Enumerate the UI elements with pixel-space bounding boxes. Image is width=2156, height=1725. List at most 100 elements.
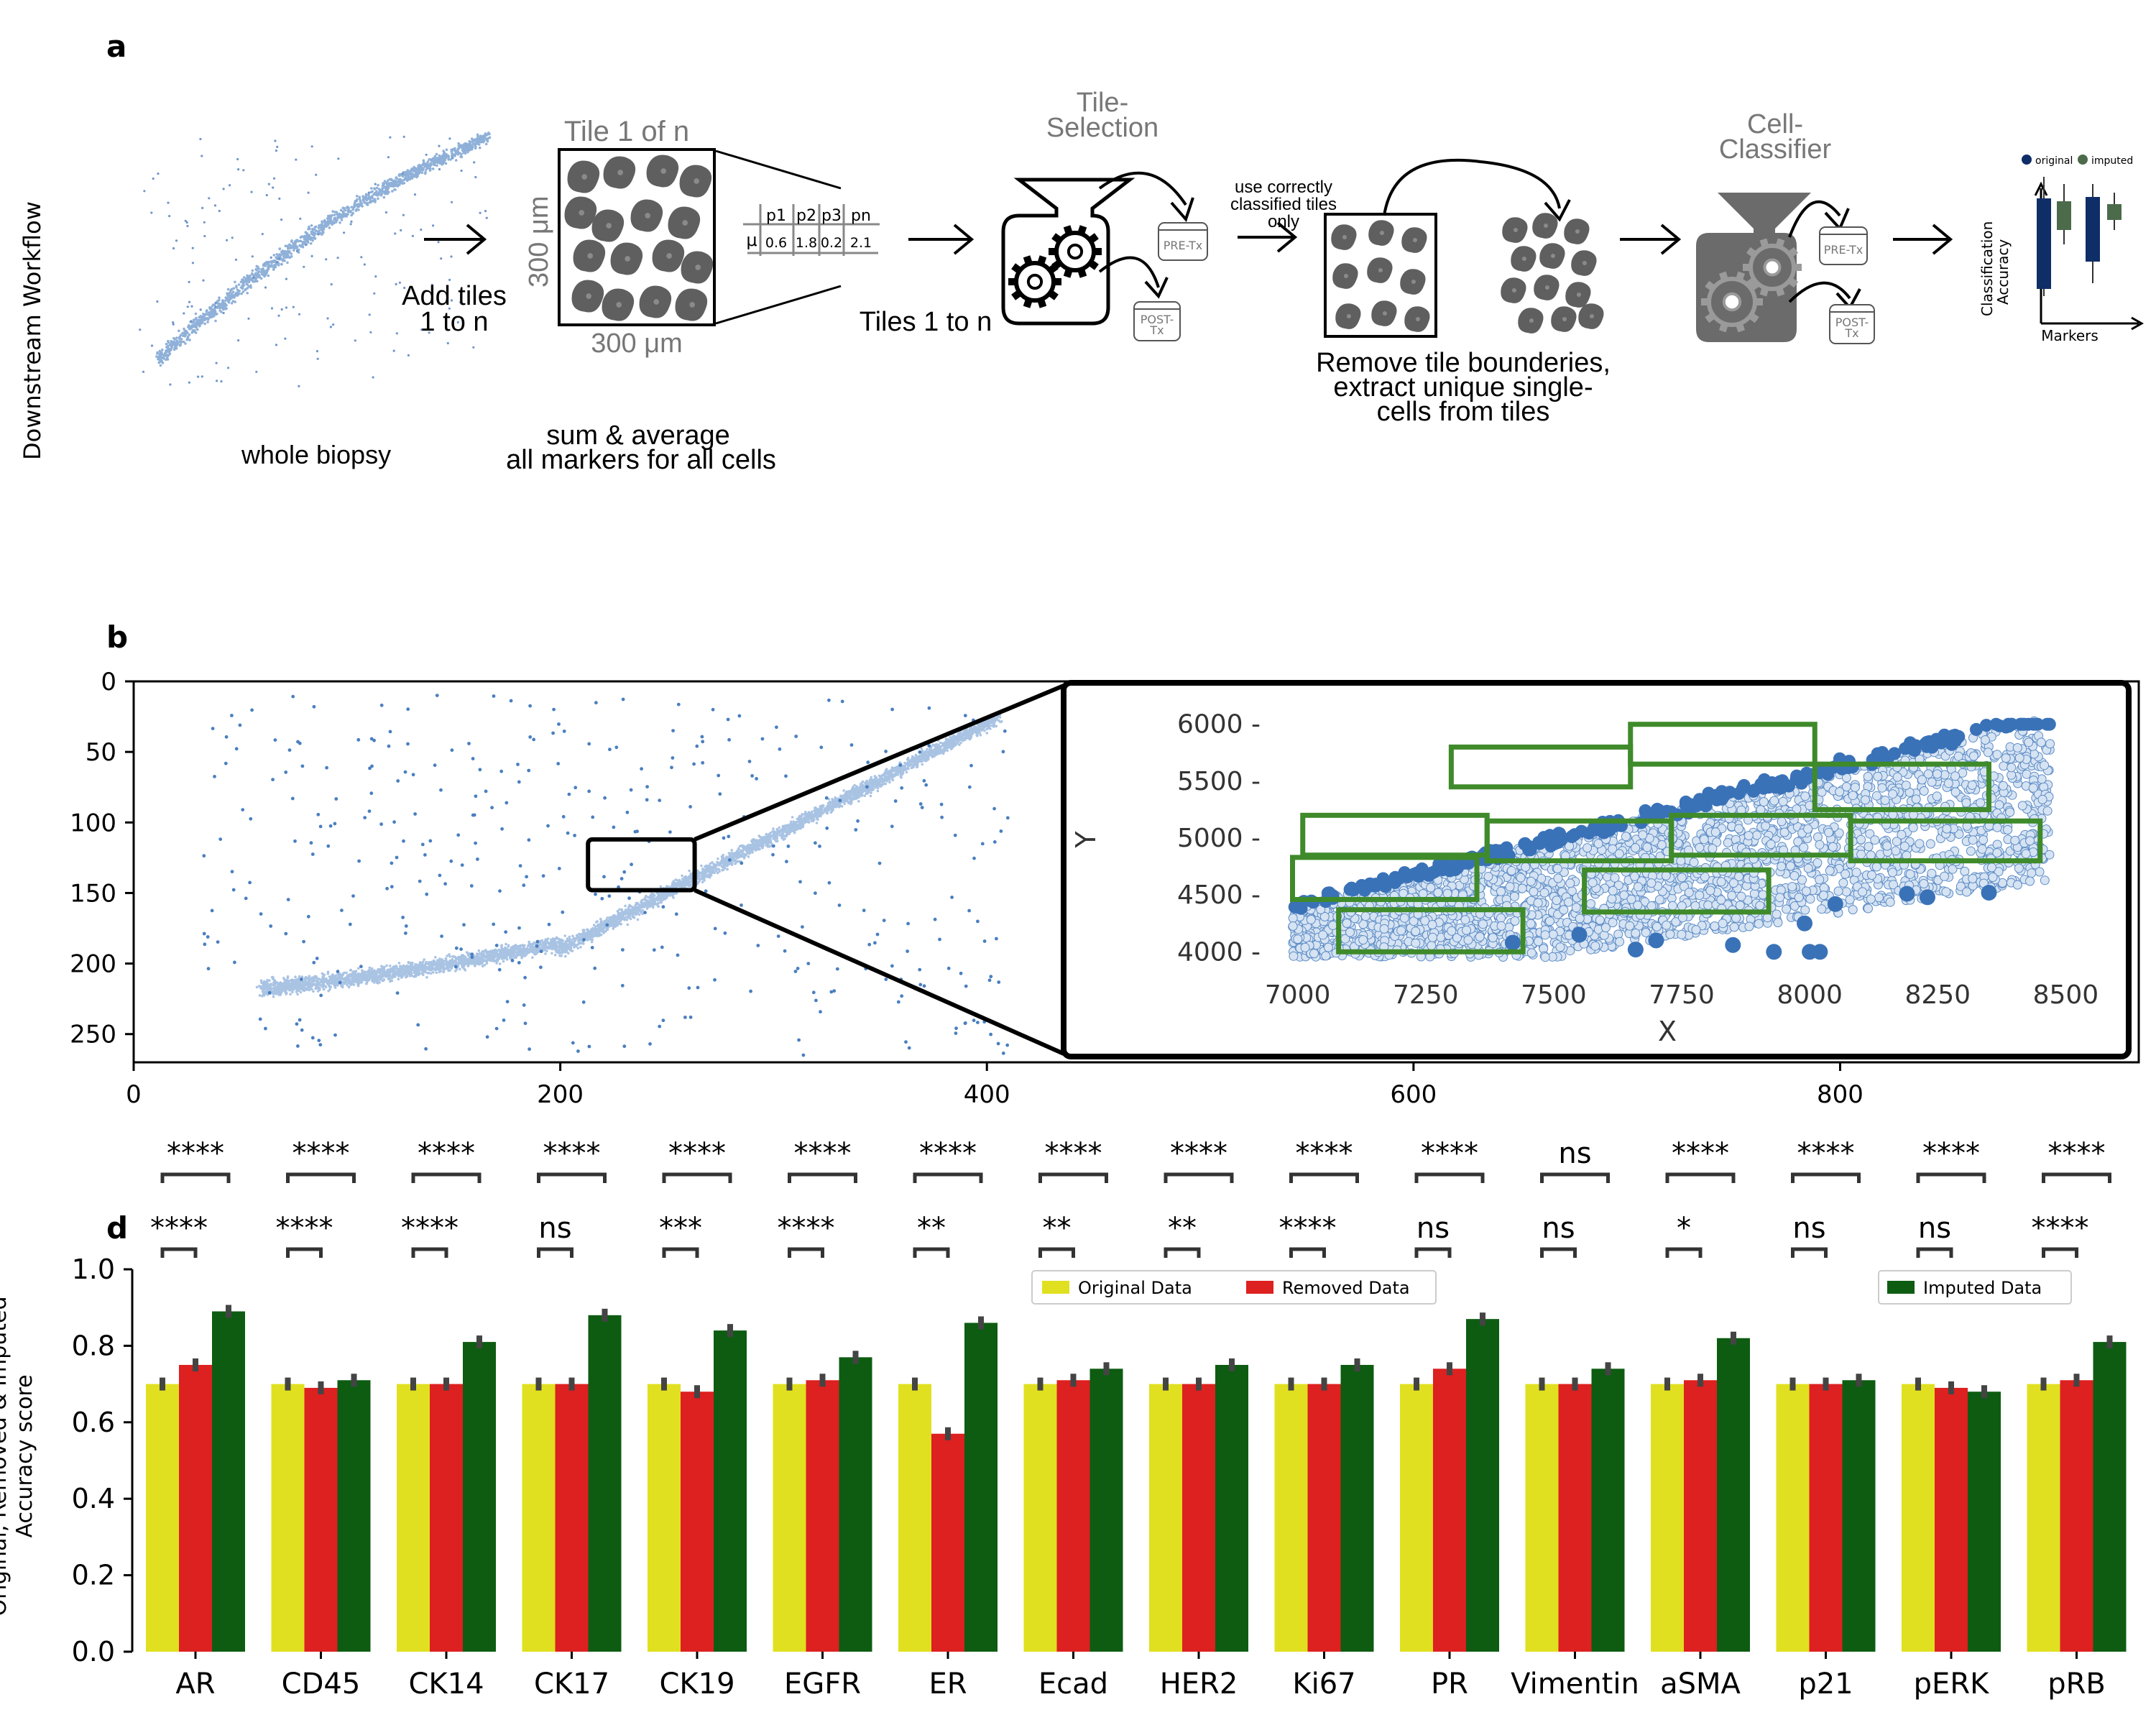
significance-bracket [788, 1172, 857, 1183]
significance-bracket [1665, 1247, 1703, 1258]
y-tick-label: 100 [70, 809, 116, 837]
bar [1591, 1368, 1625, 1652]
gear-icon [1743, 238, 1802, 297]
significance-label: **** [167, 1137, 224, 1170]
inset-y-tick-label: 6000 - [1177, 710, 1261, 740]
inset-y-tick-label: 5000 - [1177, 824, 1261, 853]
bar [1842, 1380, 1876, 1652]
legend-label: Imputed Data [1923, 1278, 2042, 1298]
pre-tx-label: PRE-Tx [1824, 243, 1863, 257]
x-tick-label: EGFR [784, 1668, 861, 1701]
bar [212, 1311, 245, 1652]
x-tick-label: CK14 [408, 1668, 484, 1701]
mini-legend-original: original [2035, 155, 2073, 167]
significance-label: ns [1792, 1212, 1825, 1245]
cell-icon [1578, 303, 1604, 329]
significance-bracket [1038, 1247, 1075, 1258]
y-tick-label: 0.6 [72, 1407, 115, 1438]
significance-label: **** [778, 1212, 835, 1245]
y-tick-label: 250 [70, 1021, 116, 1049]
x-tick-label: ER [929, 1668, 967, 1701]
table-row-label: μ [746, 230, 757, 250]
significance-label: **** [1045, 1137, 1102, 1170]
bar [179, 1365, 212, 1652]
y-tick-label: 150 [70, 879, 116, 908]
significance-bracket [1665, 1172, 1736, 1183]
bar [1935, 1387, 1968, 1652]
x-tick-label: CK17 [534, 1668, 609, 1701]
bar [1525, 1384, 1559, 1652]
biopsy-points [202, 694, 1010, 1057]
significance-label: **** [1797, 1137, 1855, 1170]
cell-icon [602, 288, 635, 321]
bar [271, 1384, 305, 1652]
bar [522, 1384, 556, 1652]
inset-x-tick-label: 7000 [1265, 980, 1331, 1010]
bar [1400, 1384, 1433, 1652]
inset-y-tick-label: 4500 - [1177, 880, 1261, 910]
sum-average-label-1: sum & average [546, 420, 730, 451]
cell-icon [1565, 282, 1591, 308]
bar [555, 1384, 589, 1652]
bar [146, 1384, 179, 1652]
significance-bracket [913, 1247, 950, 1258]
significance-bracket [1540, 1247, 1577, 1258]
significance-label: **** [919, 1137, 977, 1170]
table-cell: 0.2 [821, 235, 842, 251]
remove-boundaries-label-1: Remove tile bounderies, [1316, 348, 1611, 378]
mini-legend-imputed: imputed [2091, 155, 2133, 167]
arrow-right-icon [424, 224, 487, 255]
inset-y-axis-label: Y [1070, 831, 1102, 849]
inset-x-tick-label: 8500 [2033, 980, 2099, 1010]
significance-label: **** [1170, 1137, 1227, 1170]
tile-size-vertical: 300 μm [524, 196, 554, 288]
significance-bracket [537, 1172, 607, 1183]
significance-label: ns [1558, 1137, 1591, 1170]
y-tick-label: 200 [70, 950, 116, 979]
x-tick-label: 400 [964, 1080, 1010, 1109]
x-tick-label: 600 [1390, 1080, 1437, 1109]
significance-bracket [1791, 1172, 1861, 1183]
bar [1968, 1392, 2001, 1652]
x-tick-label: Ecad [1038, 1668, 1108, 1701]
bar [463, 1342, 496, 1652]
inset-x-tick-label: 8250 [1904, 980, 1971, 1010]
accuracy-bar-chart: ****************************ns**********… [0, 1137, 2127, 1701]
inset-x-tick-label: 7250 [1393, 980, 1459, 1010]
significance-label: **** [543, 1137, 601, 1170]
bar [1684, 1380, 1717, 1652]
cell-icon [668, 206, 701, 239]
significance-label: ns [1542, 1212, 1575, 1245]
sum-average-label-2: all markers for all cells [506, 445, 776, 475]
biopsy-thumbnail [139, 132, 492, 388]
significance-bracket [286, 1247, 323, 1258]
cell-icon [630, 199, 663, 232]
x-tick-label: 0 [126, 1080, 142, 1109]
tiles-1-to-n-label: Tiles 1 to n [860, 307, 992, 337]
y-tick-label: 0 [101, 668, 116, 696]
cell-shapes-icon [1501, 213, 1604, 334]
pre-tx-container-icon: PRE-Tx [1158, 222, 1208, 261]
cell-icon [679, 165, 712, 198]
bar [714, 1330, 747, 1652]
x-tick-label: pERK [1914, 1668, 1990, 1701]
bar [1089, 1368, 1123, 1652]
x-tick-label: p21 [1798, 1668, 1853, 1701]
y-tick-label: 1.0 [72, 1254, 115, 1285]
tile-size-horizontal: 300 μm [591, 328, 683, 359]
arrow-right-icon [1238, 221, 1298, 253]
inset-y-tick-label: 5500 - [1177, 767, 1261, 796]
cell-icon [675, 288, 708, 321]
panel-label-d: d [106, 1210, 129, 1246]
cell-icon [1368, 220, 1394, 246]
y-axis-label: Original, Removed & Imputed [0, 1296, 11, 1616]
panel-label-a: a [106, 29, 127, 64]
y-tick-label: 0.8 [72, 1330, 115, 1361]
bar [1274, 1384, 1308, 1652]
post-tx-container-icon: POST- Tx [1133, 301, 1181, 341]
cell-icon [571, 280, 604, 313]
bar [1466, 1319, 1499, 1652]
bar [1307, 1384, 1341, 1652]
y-tick-label: 50 [86, 738, 116, 767]
